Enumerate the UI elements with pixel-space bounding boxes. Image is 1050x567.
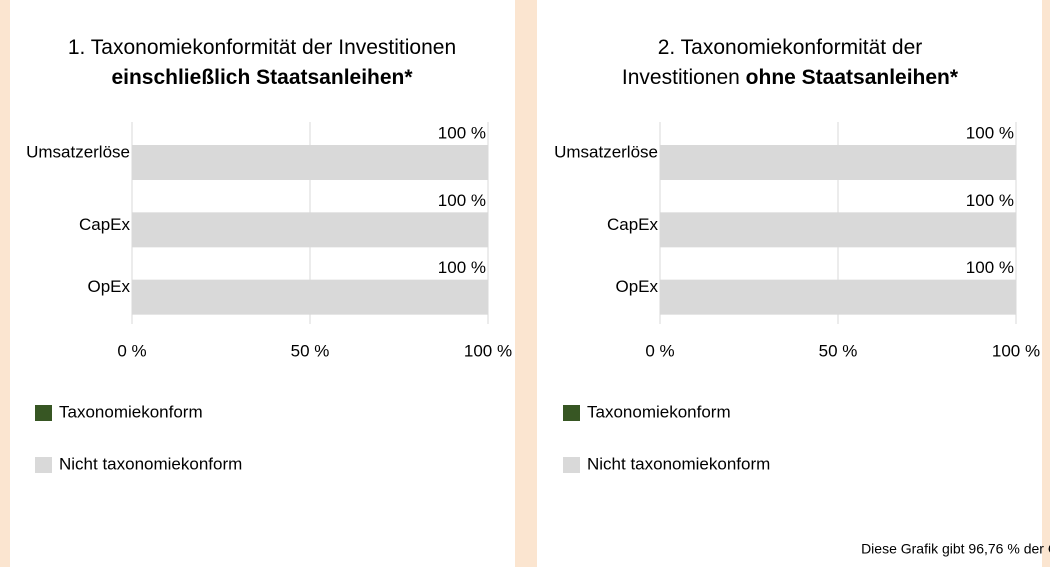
- data-label: 100 %: [438, 123, 486, 142]
- legend-label: Taxonomiekonform: [587, 402, 731, 421]
- bar: [132, 279, 488, 315]
- y-tick-label: OpEx: [615, 277, 658, 296]
- y-tick-label: Umsatzerlöse: [26, 142, 130, 161]
- bar: [132, 212, 488, 248]
- data-label: 100 %: [438, 258, 486, 277]
- legend-label: Nicht taxonomiekonform: [587, 454, 770, 473]
- data-label: 100 %: [966, 191, 1014, 210]
- x-tick-label: 50 %: [819, 341, 858, 360]
- legend-label: Nicht taxonomiekonform: [59, 454, 242, 473]
- title-part: einschließlich Staatsanleihen*: [111, 66, 413, 89]
- chart-title: einschließlich Staatsanleihen*: [111, 66, 413, 89]
- title-part: 2. Taxonomiekonformität der: [658, 36, 923, 59]
- chart-title: 1. Taxonomiekonformität der Investitione…: [68, 36, 456, 59]
- data-label: 100 %: [438, 191, 486, 210]
- title-part: Investitionen: [622, 66, 746, 89]
- y-tick-label: CapEx: [79, 215, 131, 234]
- legend-label: Taxonomiekonform: [59, 402, 203, 421]
- y-tick-label: CapEx: [607, 215, 659, 234]
- bar: [660, 145, 1016, 180]
- x-tick-label: 100 %: [464, 341, 512, 360]
- data-label: 100 %: [966, 258, 1014, 277]
- legend-swatch: [563, 405, 580, 421]
- chart-title: Investitionen ohne Staatsanleihen*: [622, 66, 959, 89]
- title-part: 1. Taxonomiekonformität der Investitione…: [68, 36, 456, 59]
- legend-swatch: [563, 457, 580, 473]
- bar: [660, 279, 1016, 315]
- data-label: 100 %: [966, 123, 1014, 142]
- note: Diese Grafik gibt 96,76 % der Gesamtinve…: [861, 541, 1050, 557]
- bar: [132, 145, 488, 180]
- x-tick-label: 0 %: [117, 341, 146, 360]
- x-tick-label: 50 %: [291, 341, 330, 360]
- bar: [660, 212, 1016, 248]
- legend-swatch: [35, 405, 52, 421]
- x-tick-label: 0 %: [645, 341, 674, 360]
- legend-swatch: [35, 457, 52, 473]
- x-tick-label: 100 %: [992, 341, 1040, 360]
- y-tick-label: OpEx: [87, 277, 130, 296]
- title-part: ohne Staatsanleihen*: [746, 66, 959, 89]
- y-tick-label: Umsatzerlöse: [554, 142, 658, 161]
- chart-title: 2. Taxonomiekonformität der: [658, 36, 923, 59]
